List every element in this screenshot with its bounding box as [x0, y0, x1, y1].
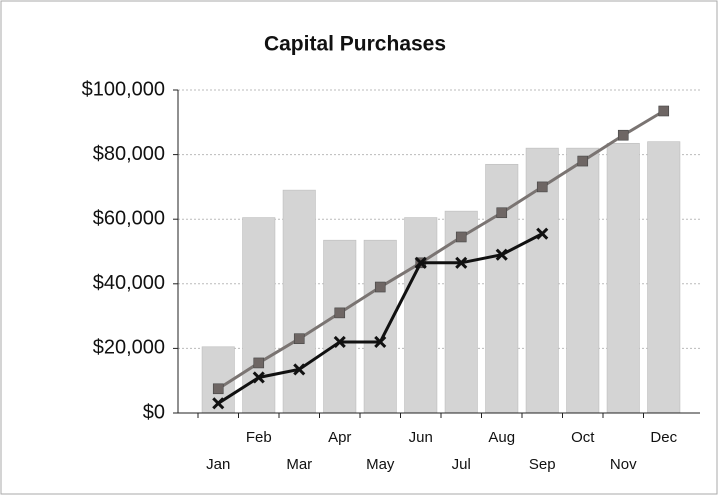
marker [617, 129, 629, 141]
y-tick-label: $80,000 [93, 143, 165, 165]
marker [253, 357, 265, 369]
bar [485, 163, 519, 414]
x-tick-label: Nov [610, 456, 637, 473]
marker [333, 335, 346, 349]
x-tick-label: Oct [571, 429, 595, 446]
marker [293, 363, 306, 376]
y-tick-label: $40,000 [93, 272, 165, 294]
marker [212, 383, 224, 395]
marker [577, 155, 589, 167]
y-tick-label: $100,000 [82, 78, 165, 100]
y-tick-label: $60,000 [93, 207, 165, 229]
x-tick-label: Jul [452, 456, 471, 473]
bar [404, 217, 438, 414]
y-tick-label: $20,000 [93, 337, 165, 359]
series-line [217, 109, 665, 391]
bar [566, 147, 600, 414]
marker [536, 181, 548, 193]
bar [242, 217, 276, 414]
marker [252, 371, 265, 384]
marker [374, 335, 387, 349]
x-tick-label: Jan [206, 456, 230, 473]
marker [212, 397, 225, 410]
marker [536, 227, 549, 240]
marker [455, 231, 467, 243]
x-tick-label: May [366, 456, 395, 473]
x-tick-label: Aug [488, 429, 515, 446]
bar [606, 142, 640, 414]
x-tick-label: Mar [286, 456, 312, 473]
marker [658, 105, 670, 117]
bar [323, 239, 357, 414]
bar [282, 189, 316, 414]
marker [414, 256, 427, 269]
marker [334, 307, 346, 319]
marker [293, 333, 305, 345]
x-tick-label: Jun [409, 429, 433, 446]
x-tick-label: Sep [529, 456, 556, 473]
bar [363, 239, 397, 414]
chart-title: Capital Purchases [264, 33, 446, 56]
x-tick-label: Dec [650, 429, 677, 446]
marker [374, 281, 386, 293]
marker [455, 256, 468, 269]
y-tick-label: $0 [143, 401, 165, 423]
x-tick-label: Feb [246, 429, 272, 446]
marker [496, 207, 508, 219]
x-tick-label: Apr [328, 429, 351, 446]
bar [647, 141, 681, 414]
marker [495, 248, 508, 261]
